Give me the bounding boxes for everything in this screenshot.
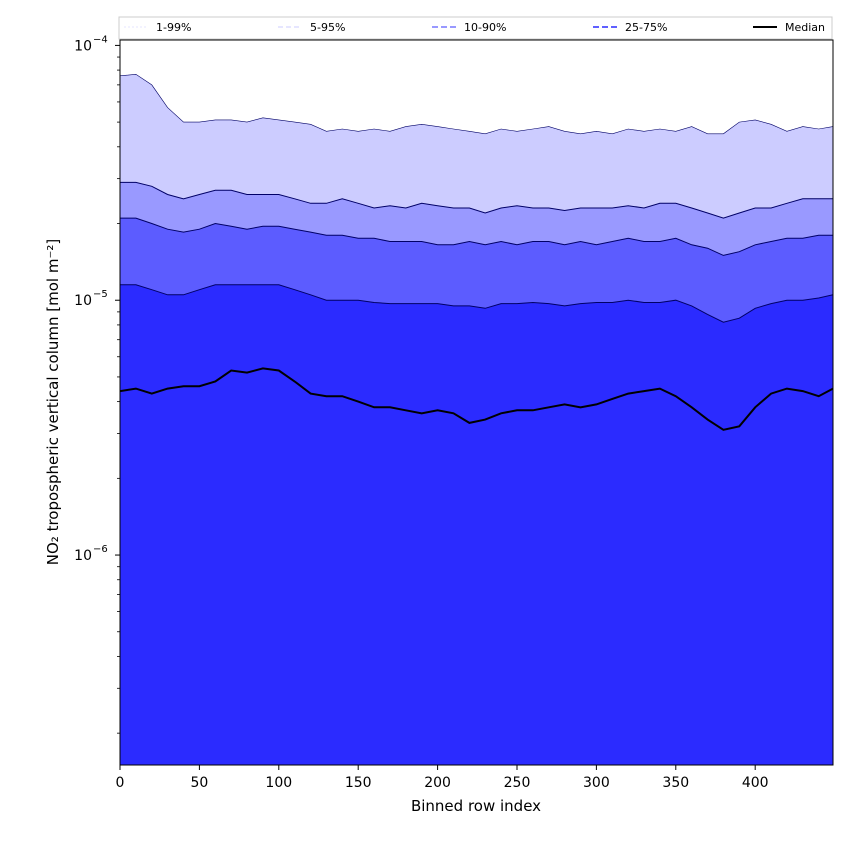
median-line bbox=[120, 367, 833, 431]
legend-label: 5-95% bbox=[310, 21, 345, 34]
y-axis: 10−610−510−4 bbox=[74, 34, 120, 734]
y-axis-label: NO₂ tropospheric vertical column [mol m⁻… bbox=[44, 239, 62, 565]
y-tick-exponent: −4 bbox=[93, 34, 108, 45]
bands-layer bbox=[120, 74, 833, 765]
x-axis-label: Binned row index bbox=[411, 797, 541, 815]
band-edge-25-75pct bbox=[120, 284, 833, 323]
legend-label: 10-90% bbox=[464, 21, 506, 34]
plot-frame bbox=[119, 39, 834, 766]
y-tick-exponent: −5 bbox=[93, 289, 108, 300]
band-edge-1-99pct bbox=[120, 73, 833, 135]
band-edge-10-90pct bbox=[120, 217, 833, 256]
legend-label: 1-99% bbox=[156, 21, 191, 34]
x-tick-label: 350 bbox=[662, 775, 689, 791]
x-tick-label: 50 bbox=[190, 775, 208, 791]
band-25-75pct bbox=[120, 284, 833, 765]
legend-label: 25-75% bbox=[625, 21, 667, 34]
x-tick-label: 300 bbox=[583, 775, 610, 791]
x-tick-label: 400 bbox=[742, 775, 769, 791]
y-tick-label: 10 bbox=[74, 548, 92, 564]
x-tick-label: 100 bbox=[265, 775, 292, 791]
legend-label: Median bbox=[785, 21, 825, 34]
y-tick-exponent: −6 bbox=[93, 544, 108, 555]
legend-box bbox=[118, 16, 833, 40]
x-tick-label: 150 bbox=[345, 775, 372, 791]
x-tick-label: 0 bbox=[116, 775, 125, 791]
lines-layer bbox=[120, 73, 833, 431]
x-axis: 0 50 100 150 200 250 300 350 400 bbox=[116, 765, 769, 791]
x-tick-label: 250 bbox=[504, 775, 531, 791]
legend: 1-99% 5-95% 10-90% 25-75% Median bbox=[118, 16, 833, 40]
x-tick-label: 200 bbox=[424, 775, 451, 791]
band-edge-5-95pct bbox=[120, 181, 833, 219]
y-tick-label: 10 bbox=[74, 38, 92, 54]
y-tick-label: 10 bbox=[74, 293, 92, 309]
